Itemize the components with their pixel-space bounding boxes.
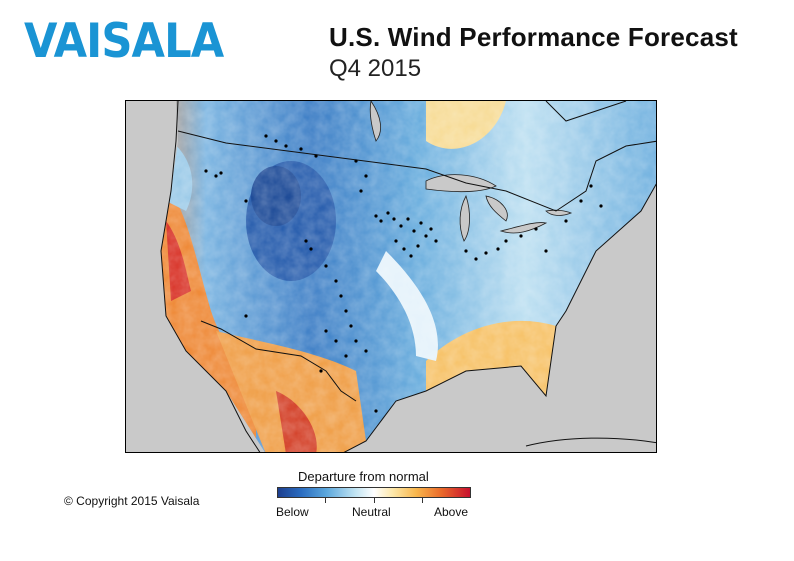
copyright-notice: © Copyright 2015 Vaisala: [64, 494, 200, 508]
page-subtitle: Q4 2015: [329, 55, 422, 82]
vaisala-logo: VAISALA: [24, 14, 224, 69]
legend-tick: [325, 498, 326, 503]
national-borders: [177, 130, 656, 402]
legend-label-below: Below: [276, 505, 309, 519]
map-canvas: [160, 101, 656, 452]
legend-tick: [374, 498, 375, 503]
page-title: U.S. Wind Performance Forecast: [329, 22, 738, 52]
legend-title: Departure from normal: [298, 469, 429, 484]
legend-tick: [422, 498, 423, 503]
wind-departure-shading: [161, 101, 656, 452]
great-lakes: [369, 101, 573, 242]
legend-label-neutral: Neutral: [352, 505, 391, 519]
legend-label-above: Above: [434, 505, 469, 519]
wind-farm-sites: [204, 134, 603, 413]
coastlines: [160, 101, 656, 452]
legend-colorbar: [277, 487, 471, 498]
legend-ticks: [277, 498, 471, 504]
wind-forecast-map: [125, 100, 657, 453]
